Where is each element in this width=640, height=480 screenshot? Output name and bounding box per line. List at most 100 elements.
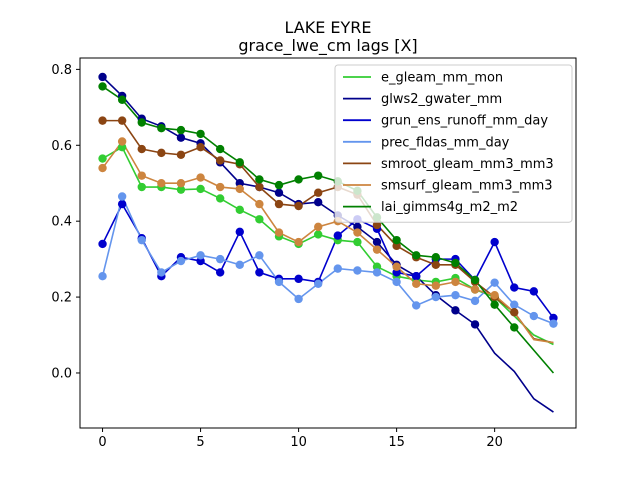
- data-point-prec_fldas_mm_day: [314, 279, 323, 288]
- data-point-smsurf_gleam_mm3_mm3: [255, 199, 264, 209]
- data-point-e_gleam_mm_mon: [137, 182, 146, 192]
- data-point-grun_ens_runoff_mm_day: [529, 287, 539, 296]
- data-point-smroot_gleam_mm3_mm3: [510, 308, 519, 317]
- data-point-smroot_gleam_mm3_mm3: [176, 150, 186, 159]
- data-point-prec_fldas_mm_day: [255, 251, 264, 260]
- data-point-grun_ens_runoff_mm_day: [490, 237, 499, 247]
- data-point-lai_gimms4g_m2_m2: [392, 235, 401, 245]
- data-point-prec_fldas_mm_day: [510, 300, 519, 309]
- data-point-prec_fldas_mm_day: [392, 277, 401, 287]
- data-point-smsurf_gleam_mm3_mm3: [117, 137, 127, 146]
- data-point-prec_fldas_mm_day: [98, 272, 107, 281]
- data-point-e_gleam_mm_mon: [255, 215, 264, 224]
- data-point-smsurf_gleam_mm3_mm3: [196, 173, 205, 182]
- data-point-smsurf_gleam_mm3_mm3: [490, 290, 499, 300]
- data-point-prec_fldas_mm_day: [431, 292, 441, 302]
- legend-box: [334, 64, 573, 223]
- data-point-prec_fldas_mm_day: [372, 268, 382, 277]
- data-point-smroot_gleam_mm3_mm3: [157, 148, 166, 158]
- data-point-e_gleam_mm_mon: [235, 205, 244, 214]
- data-point-lai_gimms4g_m2_m2: [490, 300, 499, 309]
- x-axis: 0 5 10 15 20: [98, 428, 503, 450]
- data-point-smroot_gleam_mm3_mm3: [294, 201, 303, 211]
- data-point-lai_gimms4g_m2_m2: [314, 171, 323, 180]
- data-point-glws2_gwater_mm: [314, 198, 323, 207]
- data-point-smsurf_gleam_mm3_mm3: [157, 179, 166, 188]
- legend-label-e_gleam_mm_mon: e_gleam_mm_mon: [381, 71, 503, 86]
- data-point-e_gleam_mm_mon: [314, 230, 323, 239]
- x-tick-label: 10: [290, 435, 307, 450]
- data-point-grun_ens_runoff_mm_day: [117, 199, 127, 209]
- data-point-smsurf_gleam_mm3_mm3: [137, 171, 146, 180]
- data-point-grun_ens_runoff_mm_day: [510, 283, 519, 292]
- data-point-smsurf_gleam_mm3_mm3: [274, 228, 284, 237]
- data-point-prec_fldas_mm_day: [333, 264, 342, 273]
- data-point-prec_fldas_mm_day: [196, 251, 205, 260]
- data-point-prec_fldas_mm_day: [451, 290, 460, 300]
- chart-title: LAKE EYRE: [284, 18, 371, 37]
- data-point-smsurf_gleam_mm3_mm3: [353, 228, 362, 237]
- data-point-grun_ens_runoff_mm_day: [215, 268, 225, 277]
- x-tick-label: 5: [196, 435, 204, 450]
- x-tick-label: 15: [388, 435, 405, 450]
- data-point-lai_gimms4g_m2_m2: [215, 144, 225, 154]
- data-point-smroot_gleam_mm3_mm3: [274, 199, 284, 209]
- chart-subtitle: grace_lwe_cm lags [X]: [238, 36, 417, 56]
- data-point-smsurf_gleam_mm3_mm3: [431, 281, 441, 290]
- data-point-smsurf_gleam_mm3_mm3: [392, 262, 401, 271]
- data-point-lai_gimms4g_m2_m2: [235, 158, 244, 167]
- data-point-lai_gimms4g_m2_m2: [470, 275, 480, 285]
- data-point-prec_fldas_mm_day: [549, 319, 558, 328]
- data-point-smsurf_gleam_mm3_mm3: [294, 237, 303, 247]
- data-point-lai_gimms4g_m2_m2: [157, 124, 166, 133]
- data-point-glws2_gwater_mm: [274, 188, 284, 197]
- data-point-prec_fldas_mm_day: [215, 254, 225, 264]
- data-point-glws2_gwater_mm: [176, 133, 186, 142]
- data-point-lai_gimms4g_m2_m2: [255, 175, 264, 184]
- data-point-lai_gimms4g_m2_m2: [98, 82, 107, 91]
- data-point-smroot_gleam_mm3_mm3: [372, 220, 382, 230]
- data-point-prec_fldas_mm_day: [490, 278, 499, 287]
- data-point-prec_fldas_mm_day: [294, 294, 303, 304]
- data-point-smsurf_gleam_mm3_mm3: [98, 163, 107, 173]
- data-point-glws2_gwater_mm: [98, 72, 107, 82]
- data-point-e_gleam_mm_mon: [176, 185, 186, 194]
- data-point-grun_ens_runoff_mm_day: [235, 227, 244, 237]
- y-tick-label: 0.2: [51, 291, 72, 306]
- data-point-e_gleam_mm_mon: [98, 154, 107, 163]
- data-point-e_gleam_mm_mon: [353, 237, 362, 247]
- y-tick-label: 0.4: [51, 215, 72, 230]
- data-point-glws2_gwater_mm: [451, 306, 460, 315]
- data-point-smsurf_gleam_mm3_mm3: [470, 285, 480, 294]
- plot-area-frame: [79, 57, 577, 429]
- data-point-lai_gimms4g_m2_m2: [412, 251, 421, 260]
- data-point-lai_gimms4g_m2_m2: [451, 258, 460, 268]
- data-point-prec_fldas_mm_day: [274, 277, 284, 287]
- legend-label-smsurf_gleam_mm3_mm3: smsurf_gleam_mm3_mm3: [381, 179, 553, 194]
- data-point-prec_fldas_mm_day: [353, 266, 362, 275]
- data-point-smroot_gleam_mm3_mm3: [431, 260, 441, 270]
- data-point-prec_fldas_mm_day: [470, 296, 480, 306]
- y-tick-label: 0.0: [51, 366, 72, 381]
- data-point-lai_gimms4g_m2_m2: [176, 125, 186, 135]
- data-point-prec_fldas_mm_day: [117, 192, 127, 201]
- data-point-smroot_gleam_mm3_mm3: [255, 182, 264, 192]
- data-point-grun_ens_runoff_mm_day: [294, 274, 303, 284]
- y-tick-label: 0.6: [51, 139, 72, 154]
- data-point-prec_fldas_mm_day: [529, 311, 539, 321]
- data-point-smsurf_gleam_mm3_mm3: [451, 277, 460, 287]
- data-point-smsurf_gleam_mm3_mm3: [235, 184, 244, 194]
- data-point-smroot_gleam_mm3_mm3: [137, 144, 146, 154]
- legend-label-smroot_gleam_mm3_mm3: smroot_gleam_mm3_mm3: [381, 157, 554, 172]
- data-point-grun_ens_runoff_mm_day: [98, 239, 107, 249]
- y-axis: 0.0 0.2 0.4 0.6 0.8: [51, 63, 80, 381]
- data-point-glws2_gwater_mm: [470, 320, 480, 329]
- data-point-prec_fldas_mm_day: [157, 268, 166, 277]
- data-point-lai_gimms4g_m2_m2: [510, 323, 519, 332]
- data-point-prec_fldas_mm_day: [235, 260, 244, 270]
- data-point-smsurf_gleam_mm3_mm3: [215, 182, 225, 192]
- data-point-lai_gimms4g_m2_m2: [117, 95, 127, 104]
- data-point-smsurf_gleam_mm3_mm3: [412, 279, 421, 288]
- data-point-prec_fldas_mm_day: [176, 256, 186, 266]
